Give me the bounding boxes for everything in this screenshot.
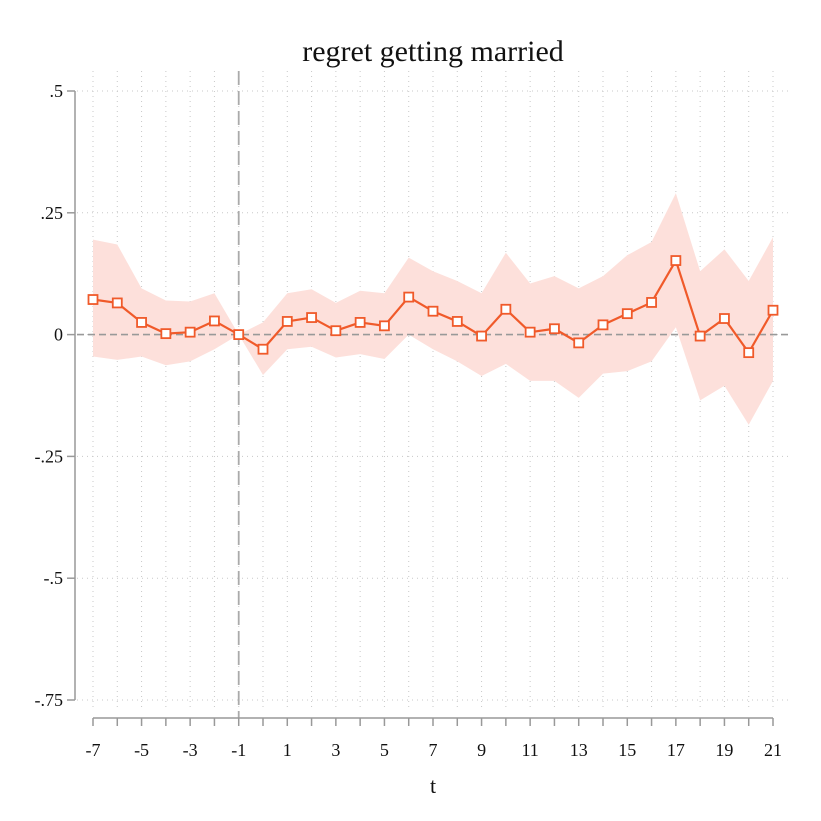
estimate-point — [767, 304, 779, 316]
x-tick-label: -5 — [134, 740, 149, 760]
y-tick-label: 0 — [54, 325, 63, 345]
estimate-point — [451, 316, 463, 327]
estimate-point — [379, 320, 390, 332]
x-tick-label: -1 — [231, 740, 246, 760]
estimate-point — [87, 294, 99, 305]
estimate-point — [111, 297, 123, 309]
grid — [77, 71, 791, 710]
x-tick-label: 15 — [618, 740, 636, 760]
x-tick-label: 7 — [429, 740, 438, 760]
x-tick-label: -3 — [183, 740, 198, 760]
estimate-point — [330, 325, 342, 337]
estimate-point — [427, 305, 439, 317]
reference-lines — [77, 71, 791, 718]
estimate-point — [524, 326, 536, 338]
estimate-point — [500, 303, 512, 315]
x-tick-label: 11 — [521, 740, 538, 760]
estimate-point — [743, 347, 755, 359]
estimate-point — [646, 297, 657, 308]
chart-title: regret getting married — [302, 35, 564, 68]
estimate-point — [719, 313, 730, 324]
y-tick-label: .25 — [41, 203, 64, 223]
estimate-point — [354, 317, 366, 328]
estimate-point — [670, 255, 682, 266]
estimate-point — [160, 328, 172, 340]
x-tick-label: 9 — [477, 740, 486, 760]
estimate-point — [257, 343, 269, 355]
estimate-point — [233, 329, 245, 341]
estimate-point — [597, 319, 609, 331]
axes: .5.250-.25-.5-.75-7 -5 -3 -1 1 3 5 7 9 11 13 15 17 19… — [35, 81, 783, 760]
y-tick-label: -.75 — [35, 690, 64, 710]
estimate-point — [621, 308, 633, 320]
x-tick-label: 19 — [715, 740, 733, 760]
y-tick-label: -.25 — [35, 446, 64, 466]
estimate-point — [573, 337, 585, 349]
x-tick-label: 13 — [570, 740, 588, 760]
x-tick-label: 17 — [667, 740, 685, 760]
estimate-point — [209, 315, 220, 327]
estimate-point — [694, 330, 706, 342]
estimate-point — [281, 316, 293, 327]
x-tick-label: 5 — [380, 740, 389, 760]
estimate-point — [136, 317, 147, 328]
estimate-point — [403, 291, 415, 303]
series-estimates — [87, 255, 779, 359]
x-axis-title: t — [430, 773, 436, 798]
x-tick-label: -7 — [86, 740, 101, 760]
estimate-point — [549, 323, 560, 335]
estimate-point — [306, 312, 317, 323]
estimate-point — [184, 326, 196, 338]
x-tick-label: 21 — [764, 740, 782, 760]
y-tick-label: -.5 — [44, 568, 64, 588]
estimate-point — [476, 330, 487, 342]
y-tick-label: .5 — [50, 81, 64, 101]
x-tick-label: 1 — [283, 740, 292, 760]
x-tick-label: 3 — [331, 740, 340, 760]
